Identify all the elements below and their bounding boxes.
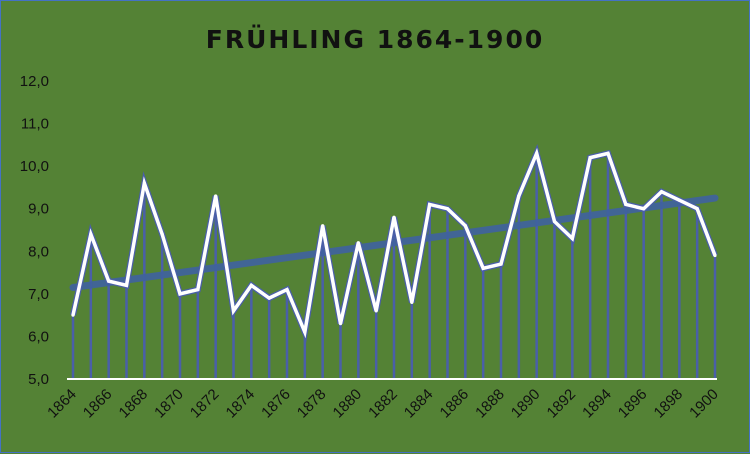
x-tick-label: 1886: [437, 386, 473, 422]
data-point: [392, 215, 396, 219]
data-point: [285, 288, 289, 292]
x-tick-label: 1900: [686, 386, 722, 422]
data-point: [445, 207, 450, 211]
data-point: [374, 309, 378, 313]
data-point: [196, 288, 200, 292]
data-point: [303, 330, 307, 334]
data-point: [89, 232, 93, 236]
x-tick-label: 1880: [330, 386, 366, 422]
data-point: [249, 283, 253, 287]
x-tick-label: 1890: [508, 386, 544, 422]
data-point: [71, 313, 75, 317]
data-point: [410, 300, 414, 304]
y-tick-label: 6,0: [28, 328, 49, 345]
data-point: [713, 253, 717, 258]
x-axis-ticks: 1864 1866 1868 1870 1872 1874 1876 1878 1880 1882…: [44, 386, 722, 422]
data-point: [160, 232, 164, 236]
data-point: [517, 194, 521, 198]
data-point: [267, 296, 271, 300]
x-tick-label: 1882: [365, 386, 401, 422]
drop-lines: [71, 153, 717, 379]
y-tick-label: 10,0: [20, 158, 49, 175]
x-tick-label: 1876: [258, 386, 294, 422]
data-point: [588, 156, 592, 160]
x-tick-label: 1894: [579, 386, 615, 422]
y-tick-label: 5,0: [28, 371, 49, 388]
data-point: [677, 198, 681, 202]
data-point: [570, 236, 574, 241]
data-point: [338, 322, 343, 326]
data-point: [499, 262, 503, 266]
data-point: [124, 283, 129, 287]
data-point: [481, 266, 485, 270]
x-tick-label: 1898: [651, 386, 687, 422]
x-tick-label: 1872: [187, 386, 223, 422]
data-point: [606, 151, 610, 155]
data-point: [356, 241, 360, 245]
y-axis-ticks: 5,0 6,0 7,0 8,0 9,0 10,0 11,0 12,0: [20, 73, 49, 388]
y-tick-label: 7,0: [28, 286, 49, 303]
data-point: [178, 292, 182, 296]
data-point: [695, 207, 699, 211]
series-group: [70, 144, 718, 343]
data-point: [552, 219, 557, 224]
x-tick-label: 1874: [223, 386, 259, 422]
data-point: [142, 181, 146, 185]
data-point: [428, 202, 432, 207]
data-point: [463, 224, 467, 228]
x-tick-label: 1864: [44, 386, 80, 422]
x-tick-label: 1870: [151, 386, 187, 422]
x-tick-label: 1878: [294, 386, 330, 422]
x-tick-label: 1892: [544, 386, 580, 422]
data-point: [231, 309, 236, 313]
trendline: [69, 194, 719, 291]
y-tick-label: 12,0: [20, 73, 49, 90]
chart-title: FRÜHLING 1864-1900: [206, 24, 544, 54]
x-tick-label: 1884: [401, 386, 437, 422]
data-point: [659, 190, 664, 194]
x-tick-label: 1896: [615, 386, 651, 422]
data-point: [214, 194, 218, 198]
y-tick-label: 11,0: [21, 116, 49, 133]
data-point: [107, 279, 111, 283]
x-tick-label: 1866: [80, 386, 116, 422]
y-tick-label: 8,0: [28, 243, 49, 260]
data-point: [642, 207, 646, 211]
trendline-group: [69, 194, 719, 291]
y-tick-label: 9,0: [28, 201, 49, 218]
data-point: [321, 224, 325, 228]
data-point: [624, 202, 628, 207]
x-tick-label: 1888: [472, 386, 508, 422]
x-tick-label: 1868: [116, 386, 152, 422]
data-point: [535, 151, 539, 155]
